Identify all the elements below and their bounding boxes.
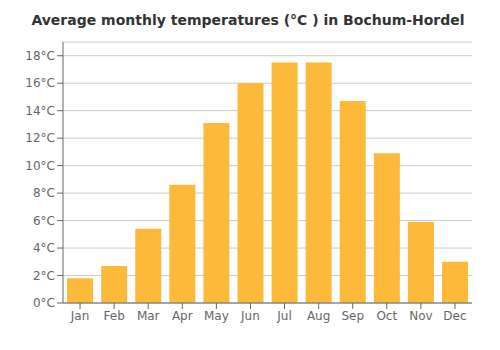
svg-text:Jun: Jun bbox=[240, 309, 260, 323]
svg-text:2°C: 2°C bbox=[33, 269, 55, 283]
svg-text:Nov: Nov bbox=[409, 309, 432, 323]
svg-text:10°C: 10°C bbox=[25, 159, 55, 173]
svg-text:Aug: Aug bbox=[307, 309, 330, 323]
svg-text:Oct: Oct bbox=[376, 309, 397, 323]
svg-text:0°C: 0°C bbox=[33, 296, 55, 310]
svg-text:16°C: 16°C bbox=[25, 76, 55, 90]
svg-text:Sep: Sep bbox=[341, 309, 364, 323]
svg-text:6°C: 6°C bbox=[33, 214, 55, 228]
svg-text:12°C: 12°C bbox=[25, 131, 55, 145]
html-text:Average monthly temperatures (: Average monthly temperatures (°C ) in Bo… bbox=[31, 12, 465, 28]
svg-text:Jul: Jul bbox=[276, 309, 291, 323]
svg-text:Dec: Dec bbox=[443, 309, 466, 323]
svg-text:14°C: 14°C bbox=[25, 104, 55, 118]
svg-text:8°C: 8°C bbox=[33, 186, 55, 200]
svg-text:18°C: 18°C bbox=[25, 49, 55, 63]
svg-text:Mar: Mar bbox=[137, 309, 160, 323]
svg-text:Feb: Feb bbox=[104, 309, 125, 323]
svg-text:Jan: Jan bbox=[70, 309, 90, 323]
svg-text:May: May bbox=[204, 309, 229, 323]
svg-text:Apr: Apr bbox=[172, 309, 193, 323]
svg-text:4°C: 4°C bbox=[33, 241, 55, 255]
